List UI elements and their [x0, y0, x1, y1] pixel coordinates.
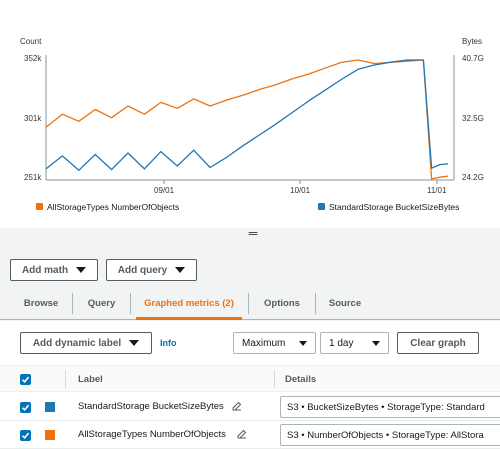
x-tick-label: 11/01	[427, 186, 447, 195]
series-color-swatch[interactable]	[45, 402, 55, 412]
edit-icon[interactable]	[232, 401, 242, 411]
add-dynamic-label-button[interactable]: Add dynamic label	[20, 332, 152, 354]
metric-label: StandardStorage BucketSizeBytes	[78, 401, 224, 412]
legend-swatch-bucket-size	[318, 203, 325, 210]
statistic-value: Maximum	[242, 337, 286, 349]
checkmark-icon	[21, 376, 30, 383]
tab-label: Browse	[23, 298, 59, 309]
left-tick-label: 352k	[24, 54, 42, 63]
left-tick-label: 251k	[24, 173, 42, 182]
select-all-checkbox[interactable]	[20, 374, 31, 385]
dynamic-label-text: Add dynamic label	[32, 337, 122, 349]
x-tick-label: 09/01	[154, 186, 175, 195]
tab-label: Source	[328, 298, 362, 309]
tab-graphed-metrics[interactable]: Graphed metrics (2)	[136, 288, 242, 320]
legend-label-bucket-size: StandardStorage BucketSizeBytes	[329, 202, 459, 212]
right-tick-label: 32.5G	[462, 114, 484, 123]
graph-resize-handle[interactable]: ═	[248, 226, 258, 240]
add-math-label: Add math	[21, 264, 69, 276]
clear-graph-button[interactable]: Clear graph	[397, 332, 479, 354]
table-row: AllStorageTypes NumberOfObjects S3 • Num…	[0, 421, 500, 449]
graphed-metrics-panel: Add dynamic label Info Maximum 1 day Cle…	[0, 321, 500, 449]
tab-browse[interactable]: Browse	[15, 288, 67, 319]
tab-label: Options	[264, 298, 300, 309]
caret-down-icon	[372, 340, 380, 346]
add-query-button[interactable]: Add query	[106, 259, 197, 281]
metric-details[interactable]: S3 • BucketSizeBytes • StorageType: Stan…	[280, 396, 500, 418]
checkmark-icon	[21, 404, 30, 411]
metrics-tabs: Browse Query Graphed metrics (2) Options…	[0, 288, 500, 320]
left-tick-label: 301k	[24, 114, 42, 123]
table-row: StandardStorage BucketSizeBytes S3 • Buc…	[0, 393, 500, 421]
right-tick-label: 40.7G	[462, 54, 484, 63]
caret-down-icon	[299, 340, 307, 346]
right-tick-label: 24.2G	[462, 173, 484, 182]
column-header-details: Details	[285, 374, 317, 385]
series-layer	[45, 59, 449, 180]
metric-label: AllStorageTypes NumberOfObjects	[78, 429, 226, 440]
column-divider	[274, 370, 275, 388]
legend-label-objects: AllStorageTypes NumberOfObjects	[47, 202, 179, 212]
left-axis-title: Count	[20, 37, 42, 46]
series-color-swatch[interactable]	[45, 430, 55, 440]
tab-divider	[130, 293, 131, 314]
series-line-allstoragetypes-numberofobjects[interactable]	[45, 59, 449, 180]
tab-label: Query	[87, 298, 116, 309]
clear-graph-label: Clear graph	[410, 337, 466, 349]
metrics-line-chart: Count Bytes 352k 301k 251k 40.7G 32.5G 2…	[20, 37, 484, 212]
tab-options[interactable]: Options	[254, 288, 310, 319]
row-checkbox[interactable]	[20, 402, 31, 413]
period-select[interactable]: 1 day	[320, 332, 389, 354]
column-header-label: Label	[78, 374, 103, 385]
period-value: 1 day	[329, 337, 354, 349]
series-line-standardstorage-bucketsizebytes[interactable]	[45, 59, 449, 171]
caret-down-icon	[175, 267, 186, 273]
caret-down-icon	[129, 340, 140, 346]
checkmark-icon	[21, 432, 30, 439]
legend-swatch-objects	[36, 203, 43, 210]
row-checkbox[interactable]	[20, 430, 31, 441]
tab-label: Graphed metrics (2)	[144, 298, 234, 309]
right-axis-title: Bytes	[462, 37, 482, 46]
add-math-button[interactable]: Add math	[10, 259, 98, 281]
statistic-select[interactable]: Maximum	[233, 332, 316, 354]
metric-details[interactable]: S3 • NumberOfObjects • StorageType: AllS…	[280, 424, 500, 446]
tab-divider	[248, 293, 249, 314]
tab-divider	[72, 293, 73, 314]
x-tick-label: 10/01	[290, 186, 311, 195]
column-divider	[65, 370, 66, 388]
metrics-graph-panel: Count Bytes 352k 301k 251k 40.7G 32.5G 2…	[0, 0, 500, 228]
metrics-table-header: Label Details	[0, 365, 500, 392]
tab-query[interactable]: Query	[78, 288, 125, 319]
edit-icon[interactable]	[237, 429, 247, 439]
tab-source[interactable]: Source	[321, 288, 369, 319]
tab-divider	[315, 293, 316, 314]
add-query-label: Add query	[117, 264, 168, 276]
info-link[interactable]: Info	[160, 338, 177, 348]
caret-down-icon	[76, 267, 87, 273]
